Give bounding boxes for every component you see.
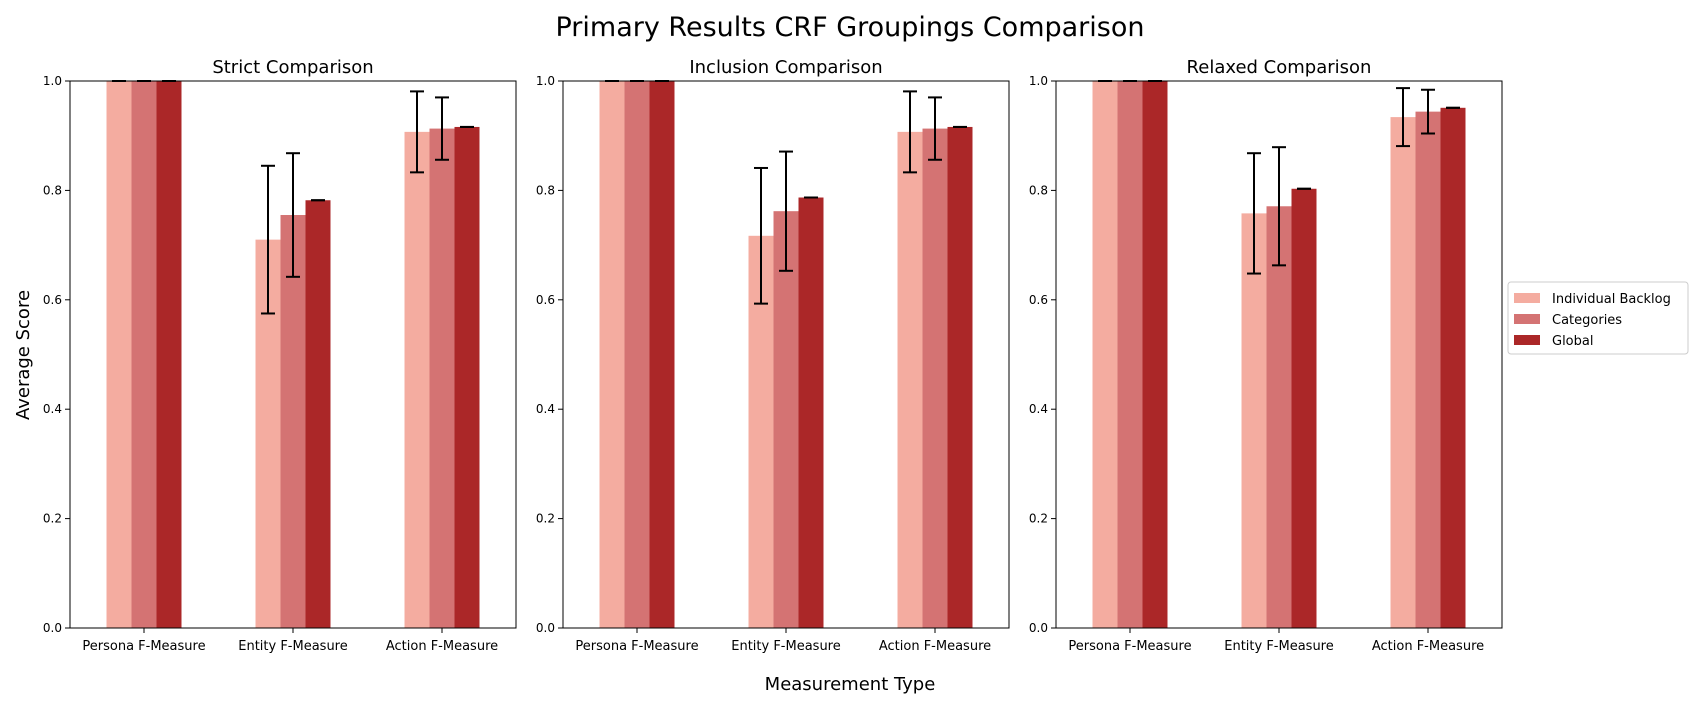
y-tick-label: 1.0: [1029, 74, 1048, 88]
x-tick-label-action-f-measure: Action F-Measure: [386, 639, 498, 654]
bar-individual-backlog-action-f-measure: [1390, 117, 1416, 629]
x-tick-label-persona-f-measure: Persona F-Measure: [575, 639, 698, 654]
subplots: Strict Comparison 0.0 0.2 0.4 0.6 0.8 1.0 Perso…: [43, 57, 1503, 654]
y-tick-label: 0.6: [536, 293, 555, 307]
subplot-strict-comparison: Strict Comparison 0.0 0.2 0.4 0.6 0.8 1.0 Perso…: [43, 57, 517, 654]
y-tick-label: 0.8: [1029, 183, 1048, 197]
y-tick-label: 0.8: [43, 183, 62, 197]
bar-categories-entity-f-measure: [1266, 206, 1292, 628]
y-tick-label: 1.0: [536, 74, 555, 88]
y-tick-label: 0.0: [536, 621, 555, 635]
bar-global-action-f-measure: [1440, 107, 1466, 629]
bar-global-persona-f-measure: [156, 81, 182, 628]
bar-individual-backlog-entity-f-measure: [1241, 213, 1267, 628]
error-bar-individual-backlog-action-f-measure: [903, 90, 917, 174]
subplot-title: Strict Comparison: [212, 57, 373, 78]
error-bar-individual-backlog-entity-f-measure: [754, 166, 768, 305]
error-bar-individual-backlog-entity-f-measure: [1247, 152, 1261, 275]
bar-categories-action-f-measure: [429, 128, 455, 629]
error-bar-categories-entity-f-measure: [286, 152, 300, 278]
x-tick-label-entity-f-measure: Entity F-Measure: [1224, 639, 1334, 654]
legend-label-global: Global: [1552, 334, 1593, 349]
legend: Individual Backlog Categories Global: [1507, 281, 1689, 355]
x-tick-label-action-f-measure: Action F-Measure: [879, 639, 991, 654]
error-bar-individual-backlog-entity-f-measure: [261, 164, 275, 315]
error-bar-individual-backlog-action-f-measure: [410, 90, 424, 174]
bar-global-persona-f-measure: [1142, 81, 1168, 628]
y-tick-label: 0.0: [43, 621, 62, 635]
bar-global-action-f-measure: [947, 126, 973, 628]
y-tick-label: 0.4: [1029, 402, 1048, 416]
y-tick-label: 0.6: [43, 293, 62, 307]
x-tick-label-entity-f-measure: Entity F-Measure: [238, 639, 348, 654]
legend-entry-global: Global: [1514, 334, 1593, 349]
y-tick-label: 0.0: [1029, 621, 1048, 635]
bar-global-entity-f-measure: [305, 200, 331, 628]
bar-categories-persona-f-measure: [131, 81, 157, 628]
y-tick-label: 1.0: [43, 74, 62, 88]
bar-individual-backlog-persona-f-measure: [599, 81, 625, 628]
bar-individual-backlog-action-f-measure: [404, 131, 430, 628]
bar-individual-backlog-action-f-measure: [897, 131, 923, 628]
legend-swatch-categories: [1514, 314, 1540, 324]
bar-categories-persona-f-measure: [624, 81, 650, 628]
subplot-title: Inclusion Comparison: [689, 57, 882, 78]
x-tick-label-persona-f-measure: Persona F-Measure: [82, 639, 205, 654]
y-tick-label: 0.2: [536, 512, 555, 526]
x-tick-label-entity-f-measure: Entity F-Measure: [731, 639, 841, 654]
bar-global-entity-f-measure: [1291, 188, 1317, 628]
legend-swatch-global: [1514, 335, 1540, 345]
legend-label-categories: Categories: [1552, 313, 1622, 328]
bar-global-persona-f-measure: [649, 81, 675, 628]
bar-categories-entity-f-measure: [280, 215, 306, 628]
bar-categories-action-f-measure: [922, 128, 948, 629]
y-tick-label: 0.2: [43, 512, 62, 526]
x-tick-label-action-f-measure: Action F-Measure: [1372, 639, 1484, 654]
bar-categories-persona-f-measure: [1117, 81, 1143, 628]
bar-global-action-f-measure: [454, 126, 480, 628]
error-bar-categories-action-f-measure: [928, 96, 942, 161]
error-bar-categories-action-f-measure: [435, 96, 449, 161]
bar-global-entity-f-measure: [798, 197, 824, 629]
legend-entry-categories: Categories: [1514, 313, 1622, 328]
legend-label-individual-backlog: Individual Backlog: [1552, 292, 1671, 307]
y-axis-label: Average Score: [13, 290, 34, 420]
subplot-title: Relaxed Comparison: [1187, 57, 1372, 78]
legend-entry-individual-backlog: Individual Backlog: [1514, 292, 1671, 307]
legend-swatch-individual-backlog: [1514, 293, 1540, 303]
error-bar-categories-entity-f-measure: [779, 150, 793, 272]
error-bar-categories-action-f-measure: [1421, 88, 1435, 135]
subplot-relaxed-comparison: Relaxed Comparison 0.0 0.2 0.4 0.6 0.8 1.0 Pers…: [1029, 57, 1503, 654]
bar-individual-backlog-persona-f-measure: [1092, 81, 1118, 628]
y-tick-label: 0.6: [1029, 293, 1048, 307]
y-tick-label: 0.4: [536, 402, 555, 416]
bar-individual-backlog-persona-f-measure: [106, 81, 132, 628]
error-bar-individual-backlog-action-f-measure: [1396, 87, 1410, 148]
y-tick-label: 0.4: [43, 402, 62, 416]
y-tick-label: 0.8: [536, 183, 555, 197]
bar-categories-action-f-measure: [1415, 111, 1441, 628]
subplot-inclusion-comparison: Inclusion Comparison 0.0 0.2 0.4 0.6 0.8 1.0 Pe…: [536, 57, 1010, 654]
x-tick-label-persona-f-measure: Persona F-Measure: [1068, 639, 1191, 654]
bar-categories-entity-f-measure: [773, 211, 799, 628]
y-tick-label: 0.2: [1029, 512, 1048, 526]
figure-title: Primary Results CRF Groupings Comparison: [556, 12, 1145, 43]
legend-frame: [1507, 281, 1689, 355]
error-bar-categories-entity-f-measure: [1272, 146, 1286, 267]
x-axis-label: Measurement Type: [765, 674, 936, 695]
